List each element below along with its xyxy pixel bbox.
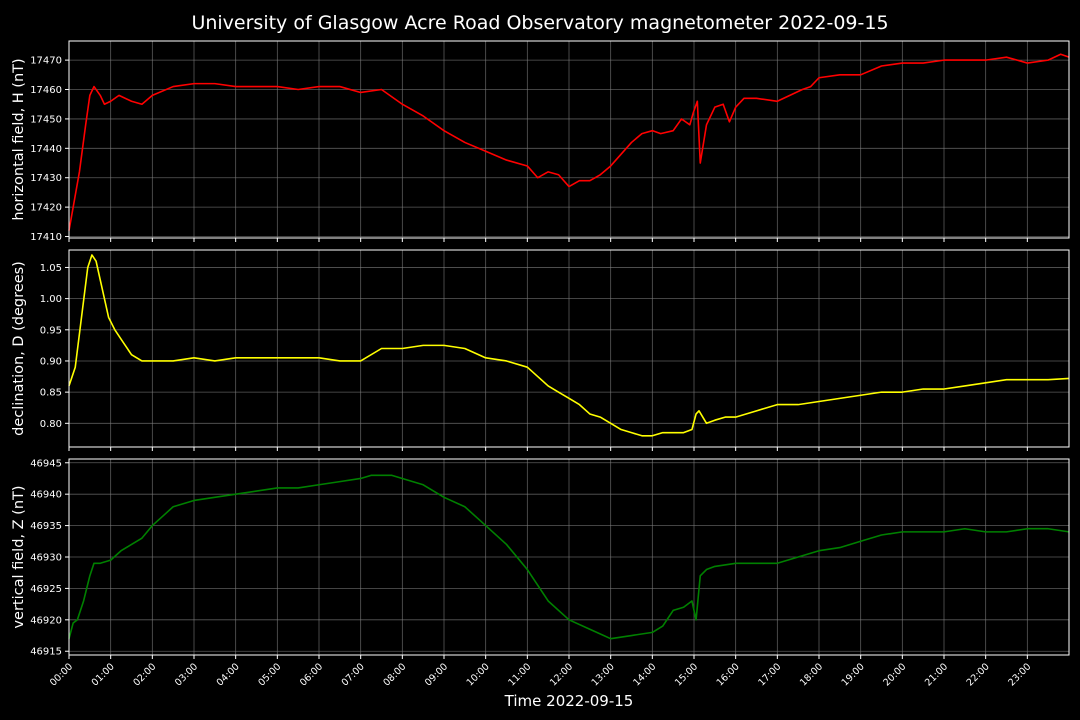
y-tick-label: 17420 — [30, 203, 62, 214]
series-line-2 — [68, 254, 1070, 437]
y-tick-label: 46940 — [30, 490, 62, 501]
plot-frame — [68, 40, 1070, 239]
plot-frame — [68, 249, 1070, 448]
y-tick-label: 17440 — [30, 144, 62, 155]
y-tick-label: 46920 — [30, 615, 62, 626]
y-axis-label: horizontal field, H (nT) — [11, 58, 27, 220]
y-tick-label: 1.00 — [40, 294, 62, 305]
x-axis-label: Time 2022-09-15 — [504, 692, 634, 710]
y-tick-label: 17450 — [30, 114, 62, 125]
y-tick-label: 0.85 — [40, 388, 62, 399]
y-tick-label: 46945 — [30, 458, 62, 469]
y-tick-label: 0.90 — [40, 356, 62, 367]
y-tick-label: 46930 — [30, 553, 62, 564]
plot-frame — [68, 458, 1070, 656]
panels: 17410 17420 17430 17440 17450 17460 17470horiz… — [11, 40, 1070, 688]
y-tick-label: 17470 — [30, 56, 62, 67]
y-tick-label: 1.05 — [40, 263, 62, 274]
series-line-3 — [68, 474, 1070, 640]
panel-3: 46915 46920 46925 46930 46935 46940 46945 verti… — [11, 458, 1070, 688]
y-tick-label: 46915 — [30, 647, 62, 658]
y-tick-label: 17410 — [30, 232, 62, 243]
panel-2: 0.80 0.85 0.90 0.95 1.00 1.05 declination, D (… — [11, 249, 1070, 451]
y-axis-label: vertical field, Z (nT) — [11, 485, 27, 628]
y-tick-label: 46925 — [30, 584, 62, 595]
y-tick-label: 17460 — [30, 85, 62, 96]
panel-1: 17410 17420 17430 17440 17450 17460 17470horiz… — [11, 40, 1070, 243]
figure-title: University of Glasgow Acre Road Observat… — [191, 12, 888, 34]
y-axis-label: declination, D (degrees) — [11, 261, 27, 436]
y-tick-label: 0.95 — [40, 325, 62, 336]
y-tick-label: 17430 — [30, 173, 62, 184]
y-tick-label: 46935 — [30, 521, 62, 532]
series-line-1 — [68, 53, 1070, 231]
y-tick-label: 0.80 — [40, 419, 62, 430]
